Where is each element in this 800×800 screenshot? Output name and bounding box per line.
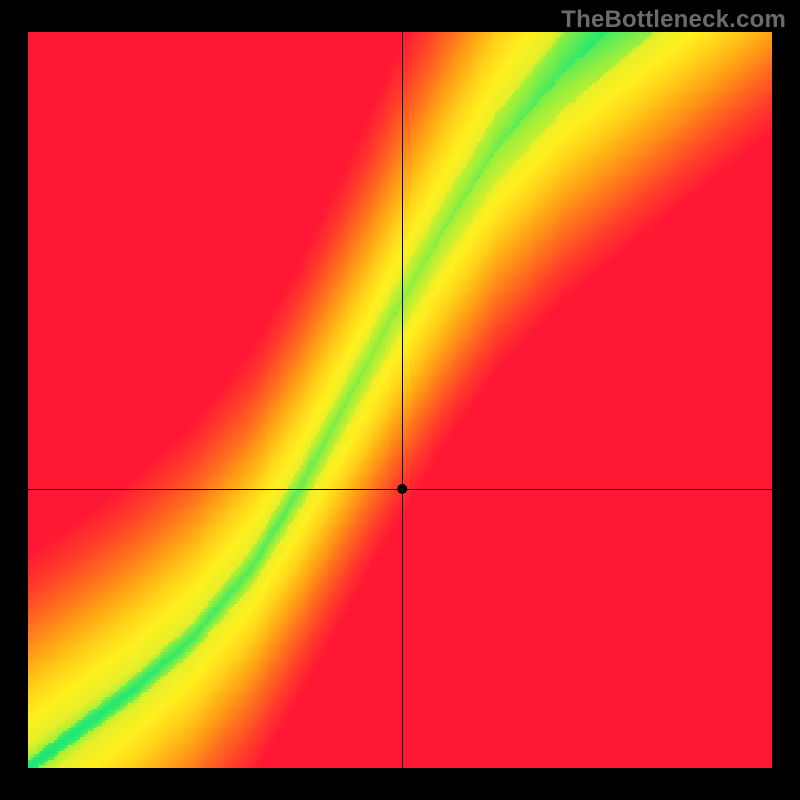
heatmap-canvas <box>0 0 800 800</box>
watermark-text: TheBottleneck.com <box>561 6 786 34</box>
chart-container: TheBottleneck.com <box>0 0 800 800</box>
